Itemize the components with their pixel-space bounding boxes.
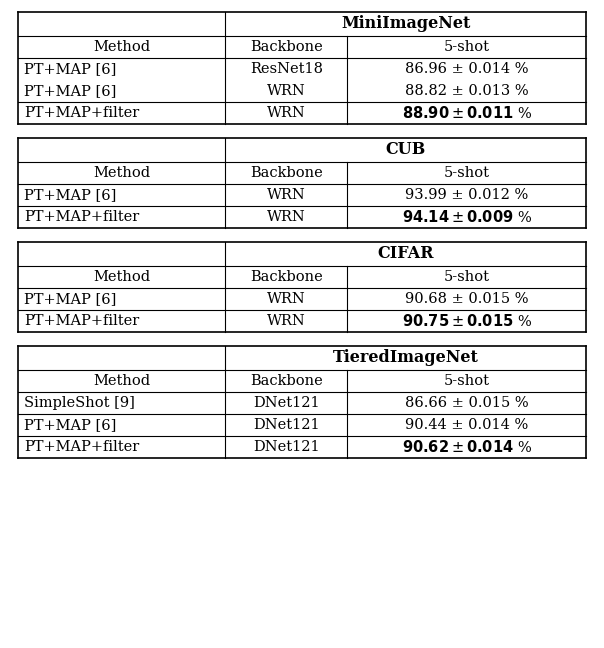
Text: WRN: WRN: [267, 106, 306, 120]
Text: CUB: CUB: [385, 141, 426, 159]
Text: PT+MAP+filter: PT+MAP+filter: [24, 210, 140, 224]
Text: $\mathbf{90.75} \pm \mathbf{0.015}$ %: $\mathbf{90.75} \pm \mathbf{0.015}$ %: [402, 313, 532, 329]
Text: PT+MAP+filter: PT+MAP+filter: [24, 106, 140, 120]
Text: PT+MAP [6]: PT+MAP [6]: [24, 418, 117, 432]
Text: WRN: WRN: [267, 314, 306, 328]
Text: Backbone: Backbone: [250, 40, 323, 54]
Text: Method: Method: [93, 270, 150, 284]
Text: 90.68 ± 0.015 %: 90.68 ± 0.015 %: [405, 292, 528, 306]
Text: WRN: WRN: [267, 84, 306, 98]
Text: PT+MAP [6]: PT+MAP [6]: [24, 188, 117, 202]
Text: PT+MAP [6]: PT+MAP [6]: [24, 62, 117, 76]
Text: DNet121: DNet121: [253, 396, 320, 410]
Text: WRN: WRN: [267, 210, 306, 224]
Text: SimpleShot [9]: SimpleShot [9]: [24, 396, 135, 410]
Text: PT+MAP [6]: PT+MAP [6]: [24, 84, 117, 98]
Text: MiniImageNet: MiniImageNet: [341, 16, 471, 32]
Text: 88.82 ± 0.013 %: 88.82 ± 0.013 %: [405, 84, 528, 98]
Text: WRN: WRN: [267, 188, 306, 202]
Text: Backbone: Backbone: [250, 270, 323, 284]
Text: ResNet18: ResNet18: [250, 62, 323, 76]
Text: Backbone: Backbone: [250, 374, 323, 388]
Text: 5-shot: 5-shot: [444, 166, 490, 180]
Text: TieredImageNet: TieredImageNet: [333, 349, 478, 367]
Text: WRN: WRN: [267, 292, 306, 306]
Text: Method: Method: [93, 374, 150, 388]
Text: Method: Method: [93, 40, 150, 54]
Text: 86.96 ± 0.014 %: 86.96 ± 0.014 %: [405, 62, 528, 76]
Text: Backbone: Backbone: [250, 166, 323, 180]
Text: PT+MAP [6]: PT+MAP [6]: [24, 292, 117, 306]
Text: 5-shot: 5-shot: [444, 374, 490, 388]
Text: 5-shot: 5-shot: [444, 270, 490, 284]
Text: $\mathbf{94.14} \pm \mathbf{0.009}$ %: $\mathbf{94.14} \pm \mathbf{0.009}$ %: [402, 209, 532, 225]
Text: DNet121: DNet121: [253, 418, 320, 432]
Text: 86.66 ± 0.015 %: 86.66 ± 0.015 %: [405, 396, 528, 410]
Text: $\mathbf{88.90} \pm \mathbf{0.011}$ %: $\mathbf{88.90} \pm \mathbf{0.011}$ %: [402, 105, 532, 121]
Text: Method: Method: [93, 166, 150, 180]
Text: 5-shot: 5-shot: [444, 40, 490, 54]
Text: PT+MAP+filter: PT+MAP+filter: [24, 314, 140, 328]
Text: 93.99 ± 0.012 %: 93.99 ± 0.012 %: [405, 188, 528, 202]
Text: 90.44 ± 0.014 %: 90.44 ± 0.014 %: [405, 418, 528, 432]
Text: $\mathbf{90.62} \pm \mathbf{0.014}$ %: $\mathbf{90.62} \pm \mathbf{0.014}$ %: [402, 439, 532, 455]
Text: DNet121: DNet121: [253, 440, 320, 454]
Text: PT+MAP+filter: PT+MAP+filter: [24, 440, 140, 454]
Text: CIFAR: CIFAR: [378, 246, 434, 262]
